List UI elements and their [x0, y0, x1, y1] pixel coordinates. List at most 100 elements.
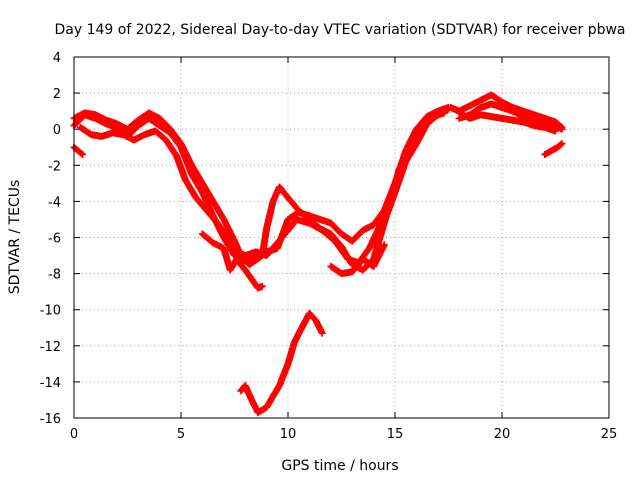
series-trace-3	[76, 109, 448, 267]
series-trace-8	[447, 91, 566, 131]
data-point	[256, 286, 260, 290]
data-point	[299, 327, 303, 332]
data-point	[265, 226, 269, 231]
data-point	[226, 235, 230, 240]
data-series	[70, 91, 566, 417]
series-trace-4	[198, 230, 266, 292]
data-point	[271, 199, 275, 203]
y-tick-label: 2	[53, 87, 61, 102]
data-point	[158, 123, 162, 128]
data-point	[521, 109, 526, 113]
data-point	[286, 196, 290, 200]
data-point	[479, 113, 483, 117]
data-point	[329, 221, 333, 225]
data-point	[543, 116, 547, 120]
data-point	[367, 246, 371, 250]
data-point	[136, 123, 140, 128]
data-point	[243, 268, 247, 272]
data-point	[479, 105, 483, 110]
data-point	[307, 221, 311, 225]
x-tick-label: 5	[177, 427, 185, 442]
data-point	[80, 152, 85, 157]
data-point	[250, 277, 254, 281]
data-point	[125, 127, 130, 131]
data-point	[121, 133, 125, 137]
data-point	[228, 268, 232, 272]
x-tick-label: 15	[387, 427, 404, 442]
data-point	[286, 362, 290, 366]
data-point	[318, 217, 322, 222]
data-point	[175, 154, 179, 158]
data-point	[489, 102, 493, 106]
data-point	[457, 111, 461, 115]
data-point	[307, 311, 311, 315]
data-point	[297, 208, 301, 213]
data-point	[361, 257, 365, 261]
data-point	[489, 114, 493, 119]
y-tick-label: 0	[53, 123, 61, 138]
data-point	[164, 138, 168, 142]
data-point	[235, 257, 239, 261]
chart-title: Day 149 of 2022, Sidereal Day-to-day VTE…	[54, 22, 625, 38]
plot-frame	[73, 56, 610, 419]
data-point	[76, 149, 80, 153]
data-point	[468, 116, 472, 120]
data-point	[560, 142, 564, 146]
x-tick-label: 0	[70, 427, 78, 442]
data-point	[378, 235, 382, 240]
data-point	[521, 114, 526, 119]
data-point	[350, 270, 354, 274]
data-point	[350, 239, 354, 243]
data-point	[247, 262, 252, 267]
data-point	[243, 253, 247, 258]
data-point	[479, 98, 483, 102]
data-point	[532, 113, 536, 117]
data-point	[205, 208, 209, 213]
data-point	[511, 118, 515, 122]
data-point	[277, 383, 282, 388]
data-point	[543, 125, 547, 129]
data-point	[421, 123, 425, 128]
data-point	[89, 133, 93, 137]
data-point	[560, 127, 564, 131]
data-point	[211, 199, 215, 203]
data-point	[260, 284, 264, 288]
data-point	[414, 142, 418, 146]
data-point	[200, 232, 204, 236]
data-point	[110, 131, 115, 135]
data-point	[158, 116, 162, 120]
data-point	[93, 113, 97, 117]
data-point	[449, 105, 453, 110]
data-point	[265, 253, 269, 258]
data-point	[143, 133, 147, 137]
data-point	[500, 105, 504, 110]
y-axis-label: SDTVAR / TECUs	[7, 180, 23, 295]
data-point	[115, 122, 119, 126]
data-point	[215, 221, 219, 225]
data-point	[277, 185, 282, 189]
data-point	[243, 383, 247, 388]
data-point	[339, 272, 344, 276]
data-point	[489, 93, 493, 97]
data-point	[200, 190, 204, 194]
data-point	[222, 246, 226, 250]
data-point	[457, 116, 461, 120]
data-point	[425, 114, 429, 119]
data-point	[442, 111, 446, 115]
data-point	[376, 228, 380, 232]
tick-labels: 0 5 10 15 20 25 -16 -14 -12 -10 -8 -6 -4 -2 0 2 4	[40, 51, 618, 442]
data-point	[320, 331, 324, 335]
data-point	[190, 163, 194, 167]
data-point	[254, 250, 258, 254]
data-point	[397, 167, 401, 171]
data-point	[271, 394, 275, 398]
data-point	[532, 123, 536, 128]
data-point	[168, 127, 172, 131]
series-trace-11	[541, 140, 566, 158]
series-trace-9	[455, 100, 566, 133]
data-point	[222, 217, 226, 222]
data-point	[104, 118, 108, 122]
y-tick-label: -12	[40, 340, 61, 355]
y-tick-label: -6	[48, 232, 61, 247]
data-point	[294, 217, 299, 222]
